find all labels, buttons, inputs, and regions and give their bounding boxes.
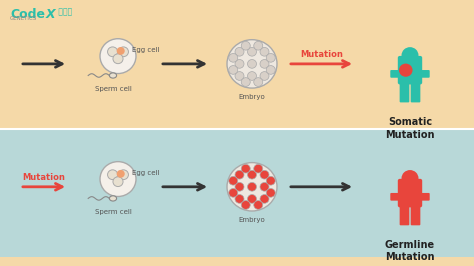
Circle shape [241,78,250,86]
Circle shape [108,170,118,180]
FancyBboxPatch shape [398,56,422,84]
Circle shape [113,54,123,64]
Text: Mutation: Mutation [300,50,343,59]
Circle shape [247,72,256,80]
Circle shape [113,177,123,186]
Circle shape [235,170,244,179]
Circle shape [266,53,275,62]
Text: Embryo: Embryo [238,217,265,223]
Circle shape [260,60,269,68]
Circle shape [401,47,419,64]
Circle shape [235,182,244,191]
Circle shape [247,182,256,191]
Circle shape [399,64,412,77]
Circle shape [247,170,256,179]
Circle shape [254,164,263,173]
Circle shape [260,72,269,80]
Circle shape [247,47,256,56]
Ellipse shape [109,196,117,201]
Ellipse shape [109,73,117,78]
Circle shape [229,66,238,74]
Circle shape [235,47,244,56]
FancyBboxPatch shape [419,70,430,78]
Circle shape [247,194,256,203]
FancyBboxPatch shape [0,129,474,257]
Circle shape [229,176,238,185]
Circle shape [100,162,136,197]
Circle shape [108,47,118,57]
Circle shape [266,189,275,197]
FancyBboxPatch shape [390,193,401,201]
Text: Sperm cell: Sperm cell [94,209,131,215]
Text: Egg cell: Egg cell [132,170,159,176]
Circle shape [260,47,269,56]
Circle shape [254,201,263,209]
Text: Code: Code [10,8,45,21]
Circle shape [229,53,238,62]
Circle shape [266,66,275,74]
Circle shape [401,170,419,186]
Text: Mutation: Mutation [23,173,65,182]
Circle shape [247,60,256,68]
FancyBboxPatch shape [390,70,401,78]
Circle shape [117,170,125,178]
Text: 科德圆: 科德圆 [56,8,72,17]
Circle shape [241,41,250,50]
Circle shape [254,78,263,86]
FancyBboxPatch shape [400,204,410,225]
Circle shape [118,47,128,57]
FancyBboxPatch shape [410,204,420,225]
FancyBboxPatch shape [400,81,410,102]
Circle shape [241,201,250,209]
FancyBboxPatch shape [398,179,422,207]
Text: Egg cell: Egg cell [132,47,159,53]
Circle shape [227,40,277,88]
Circle shape [100,39,136,74]
Text: Sperm cell: Sperm cell [94,86,131,92]
Text: Somatic
Mutation: Somatic Mutation [385,117,435,139]
Circle shape [241,164,250,173]
FancyBboxPatch shape [410,81,420,102]
Circle shape [229,189,238,197]
FancyBboxPatch shape [0,0,474,129]
Text: Embryo: Embryo [238,94,265,100]
Circle shape [117,47,125,55]
Circle shape [235,60,244,68]
Circle shape [266,176,275,185]
Circle shape [118,170,128,180]
Text: X: X [46,8,55,21]
Circle shape [260,194,269,203]
Text: Germline
Mutation: Germline Mutation [385,240,435,263]
Text: GENETICS: GENETICS [10,16,37,22]
Circle shape [235,72,244,80]
Circle shape [260,182,269,191]
Circle shape [254,41,263,50]
Circle shape [235,194,244,203]
FancyBboxPatch shape [419,193,430,201]
Circle shape [227,163,277,211]
Circle shape [260,170,269,179]
